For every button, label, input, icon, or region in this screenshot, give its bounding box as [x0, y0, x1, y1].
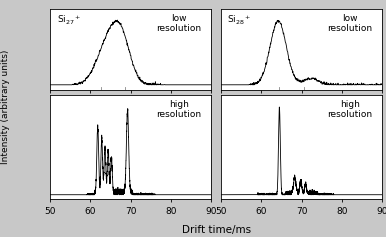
- Text: high
resolution: high resolution: [157, 100, 201, 119]
- Text: Si$_{27}$$^+$: Si$_{27}$$^+$: [57, 14, 81, 27]
- Text: high
resolution: high resolution: [327, 100, 372, 119]
- Text: Intensity (arbitrary units): Intensity (arbitrary units): [1, 50, 10, 164]
- Text: Drift time/ms: Drift time/ms: [181, 225, 251, 235]
- Text: low
resolution: low resolution: [157, 14, 201, 33]
- Text: Si$_{28}$$^+$: Si$_{28}$$^+$: [227, 14, 252, 27]
- Text: low
resolution: low resolution: [327, 14, 372, 33]
